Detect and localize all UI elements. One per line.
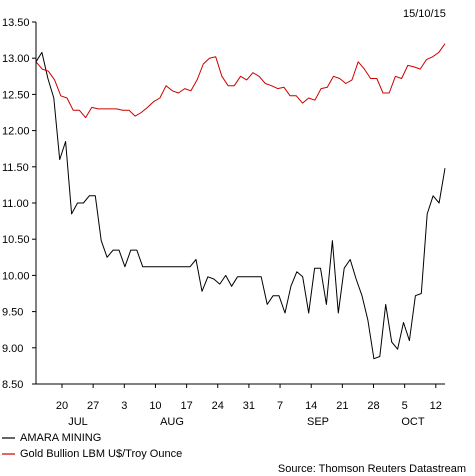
month-labels: JUL AUG SEP OCT <box>68 416 425 428</box>
y-tick-label: 11.50 <box>2 162 29 174</box>
x-tick-label: 24 <box>212 400 224 412</box>
x-tick-label: 7 <box>277 400 283 412</box>
x-tick-label: 31 <box>243 400 255 412</box>
y-tick-label: 12.00 <box>2 126 30 138</box>
x-tick-label: 12 <box>430 400 442 412</box>
y-tick-label: 13.00 <box>2 53 30 65</box>
source-note: Source: Thomson Reuters Datastream <box>278 463 466 475</box>
x-tick-label: 17 <box>180 400 192 412</box>
x-tick-label: 5 <box>402 400 408 412</box>
y-tick-label: 8.50 <box>2 379 23 391</box>
y-tick-label: 12.50 <box>2 89 30 101</box>
legend-label-gold: Gold Bullion LBM U$/Troy Ounce <box>20 448 182 460</box>
y-tick-label: 10.50 <box>2 234 30 246</box>
legend-label-amara: AMARA MINING <box>20 432 101 444</box>
x-tick-label: 20 <box>56 400 68 412</box>
x-axis-ticks: 20 27 3 10 17 24 31 7 14 21 28 5 12 <box>56 384 442 412</box>
y-tick-label: 9.00 <box>2 343 23 355</box>
month-label: AUG <box>160 416 184 428</box>
x-tick-label: 21 <box>336 400 348 412</box>
series-line-gold <box>35 43 446 119</box>
x-tick-label: 14 <box>305 400 317 412</box>
y-tick-label: 13.50 <box>2 17 30 29</box>
x-tick-label: 10 <box>149 400 161 412</box>
x-tick-label: 27 <box>87 400 99 412</box>
y-tick-label: 11.00 <box>2 198 29 210</box>
x-tick-label: 28 <box>367 400 379 412</box>
x-tick-label: 3 <box>121 400 127 412</box>
series-lines <box>35 43 446 360</box>
date-label: 15/10/15 <box>403 8 446 20</box>
plot-frame <box>35 22 445 385</box>
series-line-amara <box>35 51 446 360</box>
month-label: SEP <box>307 416 329 428</box>
y-tick-label: 9.50 <box>2 307 23 319</box>
legend: AMARA MINING Gold Bullion LBM U$/Troy Ou… <box>2 432 182 460</box>
y-axis-ticks: 13.50 13.00 12.50 12.00 11.50 11.00 10.50 10.00… <box>2 17 36 391</box>
y-tick-label: 10.00 <box>2 270 30 282</box>
month-label: OCT <box>401 416 425 428</box>
month-label: JUL <box>68 416 88 428</box>
